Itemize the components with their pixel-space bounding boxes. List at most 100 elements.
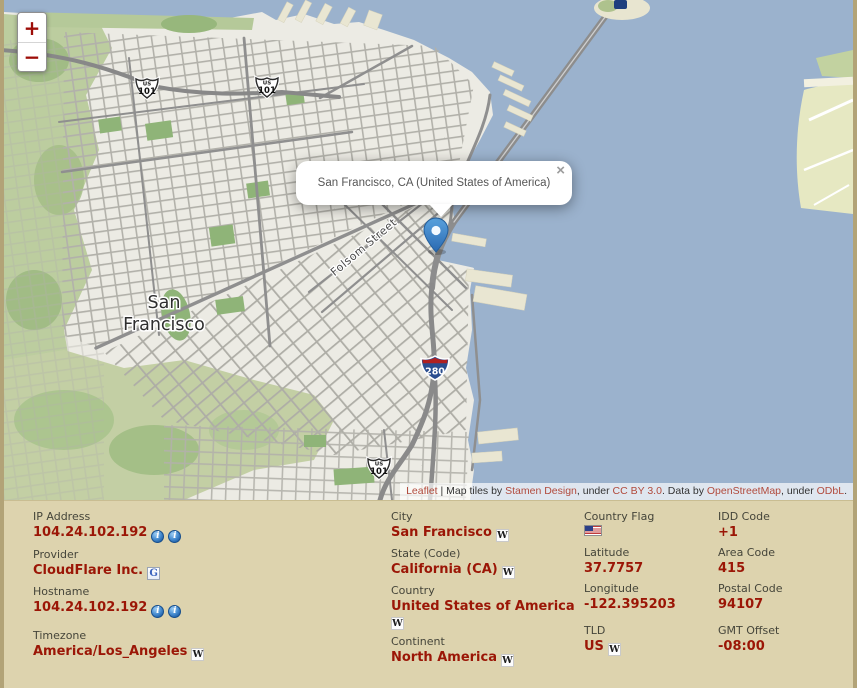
field-label: Timezone: [33, 629, 87, 642]
field-label: Latitude: [584, 546, 630, 559]
field-label: Continent: [391, 635, 445, 648]
us-route-shield: US 101: [254, 74, 280, 100]
svg-text:101: 101: [138, 87, 156, 97]
popup-close-icon[interactable]: ×: [556, 162, 565, 179]
map-popup: San Francisco, CA (United States of Amer…: [296, 161, 572, 205]
field-value: North America: [391, 650, 497, 665]
wikipedia-icon[interactable]: W: [495, 529, 509, 542]
city-label-line2: Francisco: [123, 315, 205, 335]
field-value: 415: [718, 561, 746, 576]
field-value: -122.395203: [584, 597, 676, 612]
svg-text:US: US: [263, 81, 271, 87]
field-label: IP Address: [33, 510, 91, 523]
google-icon[interactable]: G: [147, 567, 161, 580]
attribution-text: , under: [781, 485, 817, 497]
wikipedia-icon[interactable]: W: [191, 648, 205, 661]
map-zoom-control: + −: [17, 12, 47, 72]
attribution-text: .: [844, 485, 847, 497]
ccby-link[interactable]: CC BY 3.0: [612, 485, 662, 497]
geo-info-panel: IP Address 104.24.102.192 i i Provider Clo…: [4, 500, 853, 688]
info-icon[interactable]: i: [168, 530, 182, 543]
field-country-flag: Country Flag: [584, 510, 718, 541]
map-tiles: San Francisco Folsom Street US 101 US 10…: [4, 0, 853, 500]
field-latitude: Latitude 37.7757: [584, 546, 718, 577]
leaflet-link[interactable]: Leaflet: [406, 485, 438, 497]
field-value: +1: [718, 525, 738, 540]
wikipedia-icon[interactable]: W: [607, 643, 621, 656]
field-value: 94107: [718, 597, 764, 612]
flag-canton: [585, 526, 593, 531]
field-longitude: Longitude -122.395203: [584, 582, 718, 613]
field-value: CloudFlare Inc.: [33, 563, 144, 578]
field-gmt-offset: GMT Offset -08:00: [718, 624, 853, 655]
popup-text: San Francisco, CA (United States of Amer…: [317, 177, 551, 189]
svg-text:101: 101: [258, 86, 276, 96]
field-value: America/Los_Angeles: [33, 644, 188, 659]
field-area-code: Area Code 415: [718, 546, 853, 577]
field-value: United States of America: [391, 599, 575, 614]
svg-text:280: 280: [425, 367, 445, 378]
field-idd-code: IDD Code +1: [718, 510, 853, 541]
panel-column-1: IP Address 104.24.102.192 i i Provider Clo…: [33, 510, 391, 688]
field-label: Area Code: [718, 546, 775, 559]
field-label: Longitude: [584, 582, 639, 595]
svg-text:US: US: [375, 462, 383, 468]
field-value: 104.24.102.192: [33, 525, 148, 540]
attribution-text: , under: [576, 485, 613, 497]
field-label: Provider: [33, 548, 79, 561]
stamen-design-link[interactable]: Stamen Design: [505, 485, 577, 497]
field-label: Country: [391, 584, 435, 597]
field-label: State (Code): [391, 547, 461, 560]
us-flag-icon: [584, 525, 602, 536]
field-value: 37.7757: [584, 561, 644, 576]
field-continent: Continent North America W: [391, 635, 584, 667]
field-timezone: Timezone America/Los_Angeles W: [33, 629, 391, 661]
zoom-out-button[interactable]: −: [18, 42, 46, 71]
us-route-shield: US 101: [366, 455, 392, 481]
field-value: US: [584, 639, 604, 654]
field-value: California (CA): [391, 562, 498, 577]
field-provider: Provider CloudFlare Inc. G: [33, 548, 391, 580]
zoom-in-button[interactable]: +: [18, 13, 46, 42]
openstreetmap-link[interactable]: OpenStreetMap: [706, 485, 782, 497]
svg-text:101: 101: [370, 467, 388, 477]
svg-text:US: US: [143, 82, 151, 88]
city-label-line1: San: [148, 293, 181, 313]
field-tld: TLD US W: [584, 624, 718, 656]
field-label: City: [391, 510, 413, 523]
field-label: Postal Code: [718, 582, 783, 595]
us-route-shield: US 101: [134, 75, 160, 101]
field-country: Country United States of America W: [391, 584, 584, 630]
attribution-text: | Map tiles by: [437, 485, 506, 497]
info-icon[interactable]: i: [151, 530, 165, 543]
panel-column-2: City San Francisco W State (Code) Califor…: [391, 510, 584, 688]
field-value: San Francisco: [391, 525, 492, 540]
popup-tail: [429, 204, 453, 217]
field-city: City San Francisco W: [391, 510, 584, 542]
panel-column-4: IDD Code +1 Area Code 415 Postal Code 94…: [718, 510, 853, 688]
panel-column-3: Country Flag Latitude 37.7757 Longitude …: [584, 510, 718, 688]
field-value: 104.24.102.192: [33, 600, 148, 615]
wikipedia-icon[interactable]: W: [501, 566, 515, 579]
field-label: IDD Code: [718, 510, 770, 523]
odbl-link[interactable]: ODbL: [816, 485, 845, 497]
geoip-widget: San Francisco Folsom Street US 101 US 10…: [4, 0, 853, 688]
field-postal-code: Postal Code 94107: [718, 582, 853, 613]
field-hostname: Hostname 104.24.102.192 i i: [33, 585, 391, 618]
map-attribution: Leaflet | Map tiles by Stamen Design, un…: [400, 483, 853, 500]
wikipedia-icon[interactable]: W: [391, 617, 404, 630]
field-label: TLD: [584, 624, 606, 637]
info-icon[interactable]: i: [168, 605, 182, 618]
field-state: State (Code) California (CA) W: [391, 547, 584, 579]
field-label: Country Flag: [584, 510, 655, 523]
info-icon[interactable]: i: [151, 605, 165, 618]
wikipedia-icon[interactable]: W: [501, 654, 514, 667]
attribution-text: . Data by: [661, 485, 707, 497]
interstate-280-shield: 280: [420, 355, 450, 381]
field-value: -08:00: [718, 639, 765, 654]
field-ip-address: IP Address 104.24.102.192 i i: [33, 510, 391, 543]
map[interactable]: San Francisco Folsom Street US 101 US 10…: [4, 0, 853, 500]
field-label: Hostname: [33, 585, 90, 598]
map-marker-icon[interactable]: [423, 217, 449, 255]
field-label: GMT Offset: [718, 624, 780, 637]
